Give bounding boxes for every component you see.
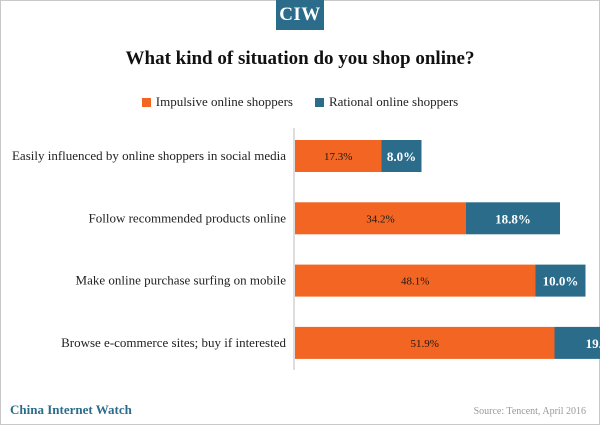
data-label-rational-0: 8.0%: [387, 149, 416, 164]
footer-source: Source: Tencent, April 2016: [473, 406, 586, 417]
chart-title: What kind of situation do you shop onlin…: [125, 48, 475, 69]
legend-swatch-rational: [314, 97, 324, 107]
bar-rational-3: [554, 326, 600, 359]
bar-rational-0: [381, 140, 422, 172]
data-label-impulsive-3: 51.9%: [411, 338, 439, 350]
category-label-1: Follow recommended products online: [89, 210, 287, 225]
bars-group: Easily influenced by online shoppers in …: [12, 140, 600, 359]
data-label-rational-1: 18.8%: [495, 211, 531, 226]
ciw-logo: CIW: [276, 0, 324, 30]
data-label-impulsive-2: 48.1%: [401, 276, 429, 288]
logo-text: CIW: [279, 4, 321, 25]
legend-swatch-impulsive: [141, 97, 151, 107]
data-label-rational-2: 10.0%: [543, 274, 579, 289]
legend-label-rational: Rational online shoppers: [328, 94, 459, 109]
data-label-rational-3: 19.6%: [586, 336, 600, 351]
data-label-impulsive-1: 34.2%: [366, 213, 394, 225]
category-label-0: Easily influenced by online shoppers in …: [12, 148, 286, 163]
legend-item-rational: Rational online shoppers: [314, 94, 459, 110]
category-label-2: Make online purchase surfing on mobile: [76, 273, 287, 288]
legend-label-impulsive: Impulsive online shoppers: [155, 94, 293, 109]
category-label-3: Browse e-commerce sites; buy if interest…: [61, 335, 286, 350]
chart-legend: Impulsive online shoppers Rational onlin…: [0, 94, 600, 110]
legend-item-impulsive: Impulsive online shoppers: [141, 94, 293, 110]
footer-brand: China Internet Watch: [10, 402, 132, 417]
bar-impulsive-0: [295, 140, 382, 172]
data-label-impulsive-0: 17.3%: [324, 151, 352, 163]
bar-impulsive-3: [295, 326, 555, 359]
bar-impulsive-1: [295, 202, 466, 235]
bar-rational-2: [535, 264, 586, 297]
bar-impulsive-2: [295, 264, 536, 297]
bar-rational-1: [466, 202, 560, 235]
